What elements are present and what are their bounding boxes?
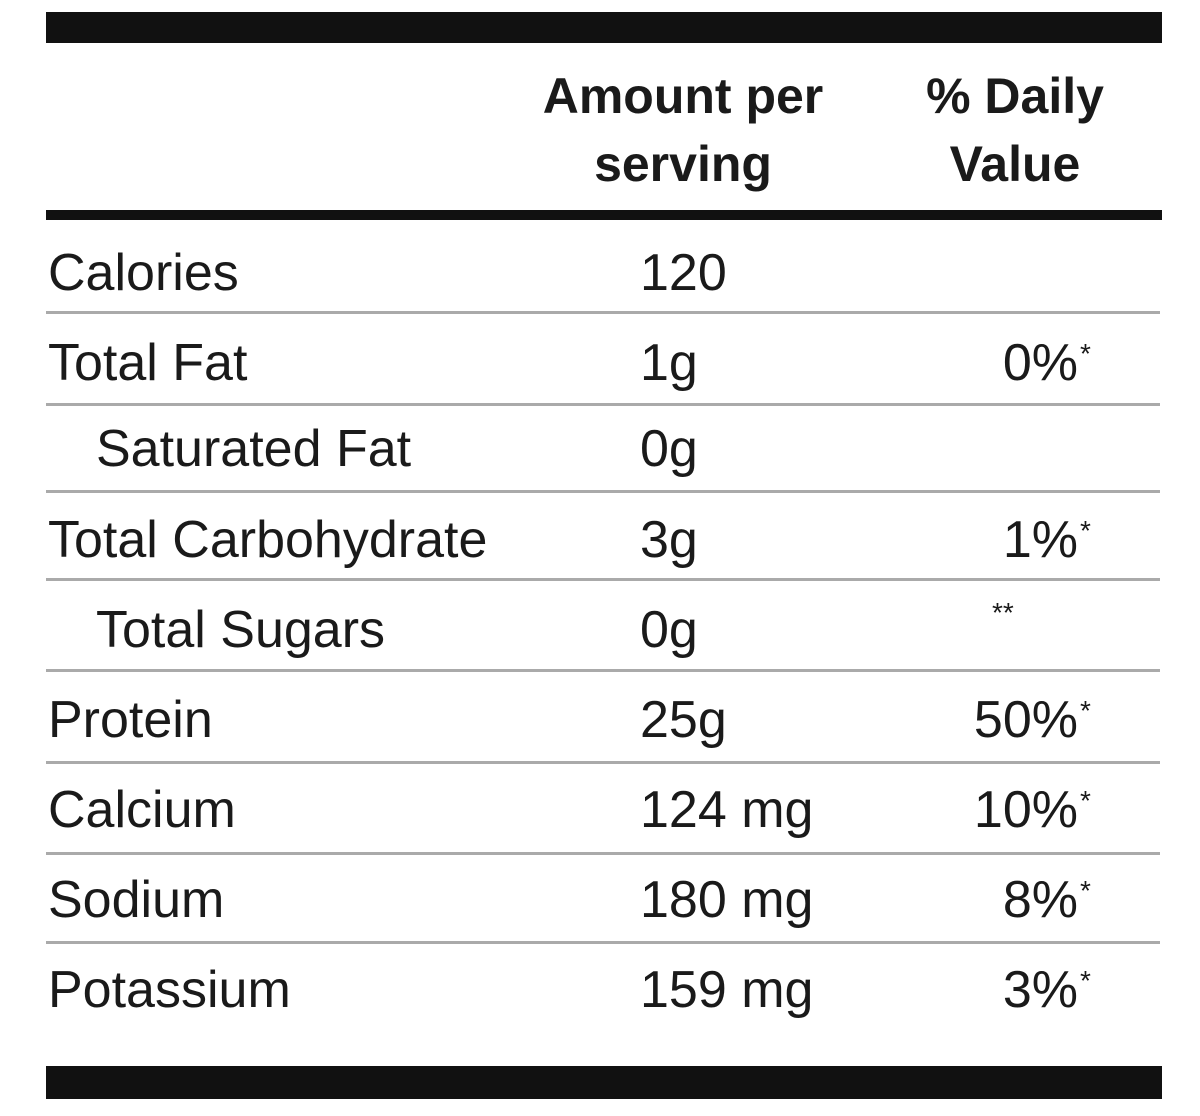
footnote-mark: *: [1080, 875, 1091, 906]
nutrient-row: Calories 120: [0, 228, 1200, 318]
footnote-mark: *: [1080, 695, 1091, 726]
nutrient-name: Protein: [48, 691, 213, 749]
row-separator: [46, 490, 1160, 493]
row-separator: [46, 311, 1160, 314]
row-separator: [46, 578, 1160, 581]
amount: 124 mg: [640, 781, 814, 839]
nutrient-row: Total Sugars 0g **: [0, 585, 1200, 675]
nutrient-row: Total Carbohydrate 3g 1% *: [0, 495, 1200, 585]
daily-value: 50%: [973, 691, 1078, 749]
amount: 120: [640, 244, 727, 302]
nutrient-row: Calcium 124 mg 10% *: [0, 765, 1200, 855]
nutrient-name: Sodium: [48, 871, 225, 929]
amount: 0g: [640, 601, 698, 659]
daily-value: 0%: [1002, 334, 1078, 392]
nutrient-row: Saturated Fat 0g: [0, 404, 1200, 494]
nutrient-row: Total Fat 1g 0% *: [0, 318, 1200, 408]
nutrient-name: Total Fat: [48, 334, 248, 392]
nutrient-name: Calcium: [48, 781, 236, 839]
nutrient-row: Sodium 180 mg 8% *: [0, 855, 1200, 945]
nutrient-row: Protein 25g 50% *: [0, 675, 1200, 765]
nutrient-name: Total Carbohydrate: [48, 511, 488, 569]
amount: 0g: [640, 420, 698, 478]
amount: 3g: [640, 511, 698, 569]
row-separator: [46, 403, 1160, 406]
amount: 25g: [640, 691, 727, 749]
footnote-mark: *: [1080, 785, 1091, 816]
top-rule: [46, 12, 1162, 43]
footnote-mark: *: [1080, 338, 1091, 369]
daily-value-header: % Daily Value: [926, 68, 1104, 192]
nutrient-name: Saturated Fat: [96, 420, 412, 478]
amount-header: Amount per serving: [542, 68, 824, 192]
nutrient-name: Potassium: [48, 961, 291, 1019]
row-separator: [46, 852, 1160, 855]
footnote-mark: *: [1080, 965, 1091, 996]
footnote-mark: *: [1080, 515, 1091, 546]
nutrient-name: Calories: [48, 244, 239, 302]
daily-value: 10%: [973, 781, 1078, 839]
nutrient-name: Total Sugars: [96, 601, 386, 659]
daily-value: 8%: [1002, 871, 1078, 929]
bottom-rule: [46, 1066, 1162, 1099]
amount: 159 mg: [640, 961, 814, 1019]
row-separator: [46, 941, 1160, 944]
nutrient-row: Potassium 159 mg 3% *: [0, 945, 1200, 1035]
amount: 180 mg: [640, 871, 814, 929]
daily-value: 1%: [1002, 511, 1078, 569]
row-separator: [46, 669, 1160, 672]
amount: 1g: [640, 334, 698, 392]
daily-value: 3%: [1002, 961, 1078, 1019]
row-separator: [46, 761, 1160, 764]
header-rule: [46, 210, 1162, 220]
footnote-mark: **: [992, 597, 1014, 628]
